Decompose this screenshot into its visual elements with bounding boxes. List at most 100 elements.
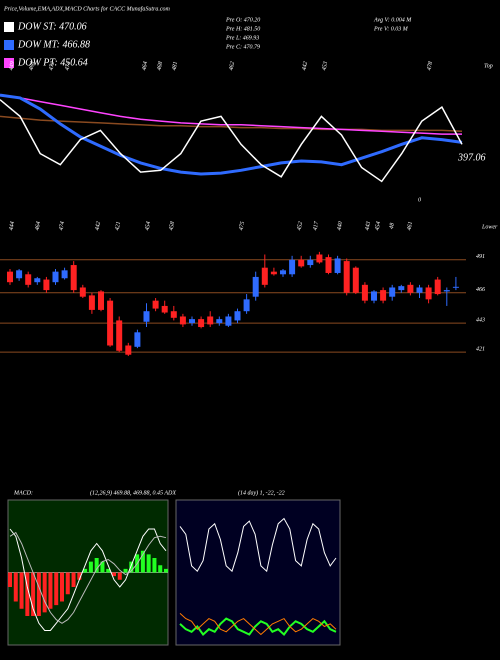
candle-body [334,258,341,273]
rotated-label: 442 [301,61,309,71]
ema-line [0,93,463,176]
candle-body [198,319,205,328]
candle-body [207,316,214,325]
candle-body [298,259,305,267]
histogram-bar [42,572,47,613]
candle-body [43,279,50,291]
rotated-label: 48 [388,222,396,229]
adx-params: (14 day) 1, -22, -22 [238,489,285,496]
ema-line [0,99,463,183]
rotated-label: 452 [296,221,304,231]
histogram-bar [36,572,41,616]
rotated-label: 478 [426,61,434,71]
histogram-bar [88,561,93,573]
top-corner: Top [484,63,493,69]
ema-line [0,94,462,135]
rotated-label: 417 [312,220,321,231]
candle-body [361,284,368,301]
candle-body [289,259,296,275]
rotated-label: 453 [321,61,329,71]
y-tick-label: 466 [476,286,485,293]
histogram-bar [158,565,163,573]
candle-body [143,311,150,322]
histogram-bar [25,572,30,616]
stat: Pre O: 470.20 [225,16,260,23]
candle-body [152,300,159,309]
histogram-bar [123,568,128,573]
candle-body [25,274,32,285]
rotated-label: 464 [34,221,42,231]
candle-body [270,271,277,275]
candle-body [98,291,104,310]
candle-body [252,276,259,297]
histogram-bar [129,561,134,573]
candle-body [425,287,432,300]
histogram-bar [71,572,76,587]
rotated-label: 468 [28,61,36,71]
histogram-bar [8,572,12,587]
rotated-label: 449 [8,61,16,71]
legend-swatch [4,22,14,32]
candle-body [443,290,450,292]
histogram-bar [117,572,122,580]
y-tick-label: 491 [476,253,485,260]
candle-body [380,290,387,301]
candle-body [316,254,323,263]
candle-body [398,286,405,291]
adx-line [179,613,337,636]
rotated-label: 440 [336,221,344,231]
rotated-label: 421 [114,221,122,231]
histogram-bar [13,572,18,602]
legend-entry: DOW MT: 466.88 [17,39,90,50]
rotated-label: 461 [406,221,414,231]
stat: Pre C: 470.79 [225,43,260,50]
stat: Pre V: 0.03 M [373,26,409,32]
y-tick-label: 421 [476,345,485,352]
histogram-bar [54,572,59,606]
level-label: 397.06 [457,152,486,163]
candle-body [343,261,350,293]
lower-corner: Lower [481,224,498,230]
candle-body [261,267,268,285]
rotated-label: 481 [171,61,179,71]
histogram-bar [77,572,82,580]
histogram-bar [140,550,145,573]
zero-label: 0 [418,197,421,203]
rotated-label: 468 [156,61,164,71]
stat: Pre H: 481.50 [225,25,260,32]
candle-body [34,278,41,283]
macd-line [9,531,167,624]
candle-body [70,265,77,291]
histogram-bar [60,572,64,602]
histogram-bar [65,572,70,595]
candle-body [116,320,123,351]
histogram-bar [146,554,151,573]
candle-body [107,300,114,346]
candle-body [234,311,241,321]
candle-body [416,287,423,293]
adx-line [179,517,337,573]
candle-body [452,286,459,288]
macd-line [9,528,167,631]
rotated-label: 443 [364,221,372,231]
candle-body [389,287,396,297]
candle-body [307,259,314,266]
histogram-bar [152,558,157,573]
rotated-label: 474 [64,61,72,71]
candle-body [216,319,223,324]
candle-body [170,311,177,318]
histogram-bar [83,568,88,573]
rotated-label: 472 [48,61,56,71]
histogram-bar [31,572,36,616]
ema-line [0,115,463,133]
candle-body [7,271,13,283]
candle-body [125,345,132,355]
macd-label: MACD: [13,490,33,496]
rotated-label: 464 [141,61,149,71]
rotated-label: 442 [94,221,102,231]
histogram-bar [48,572,53,609]
candle-body [161,305,168,313]
legend-entry: DOW PT: 450.64 [17,57,88,68]
page-title: Price,Volume,EMA,ADX,MACD Charts for CAC… [3,5,170,12]
